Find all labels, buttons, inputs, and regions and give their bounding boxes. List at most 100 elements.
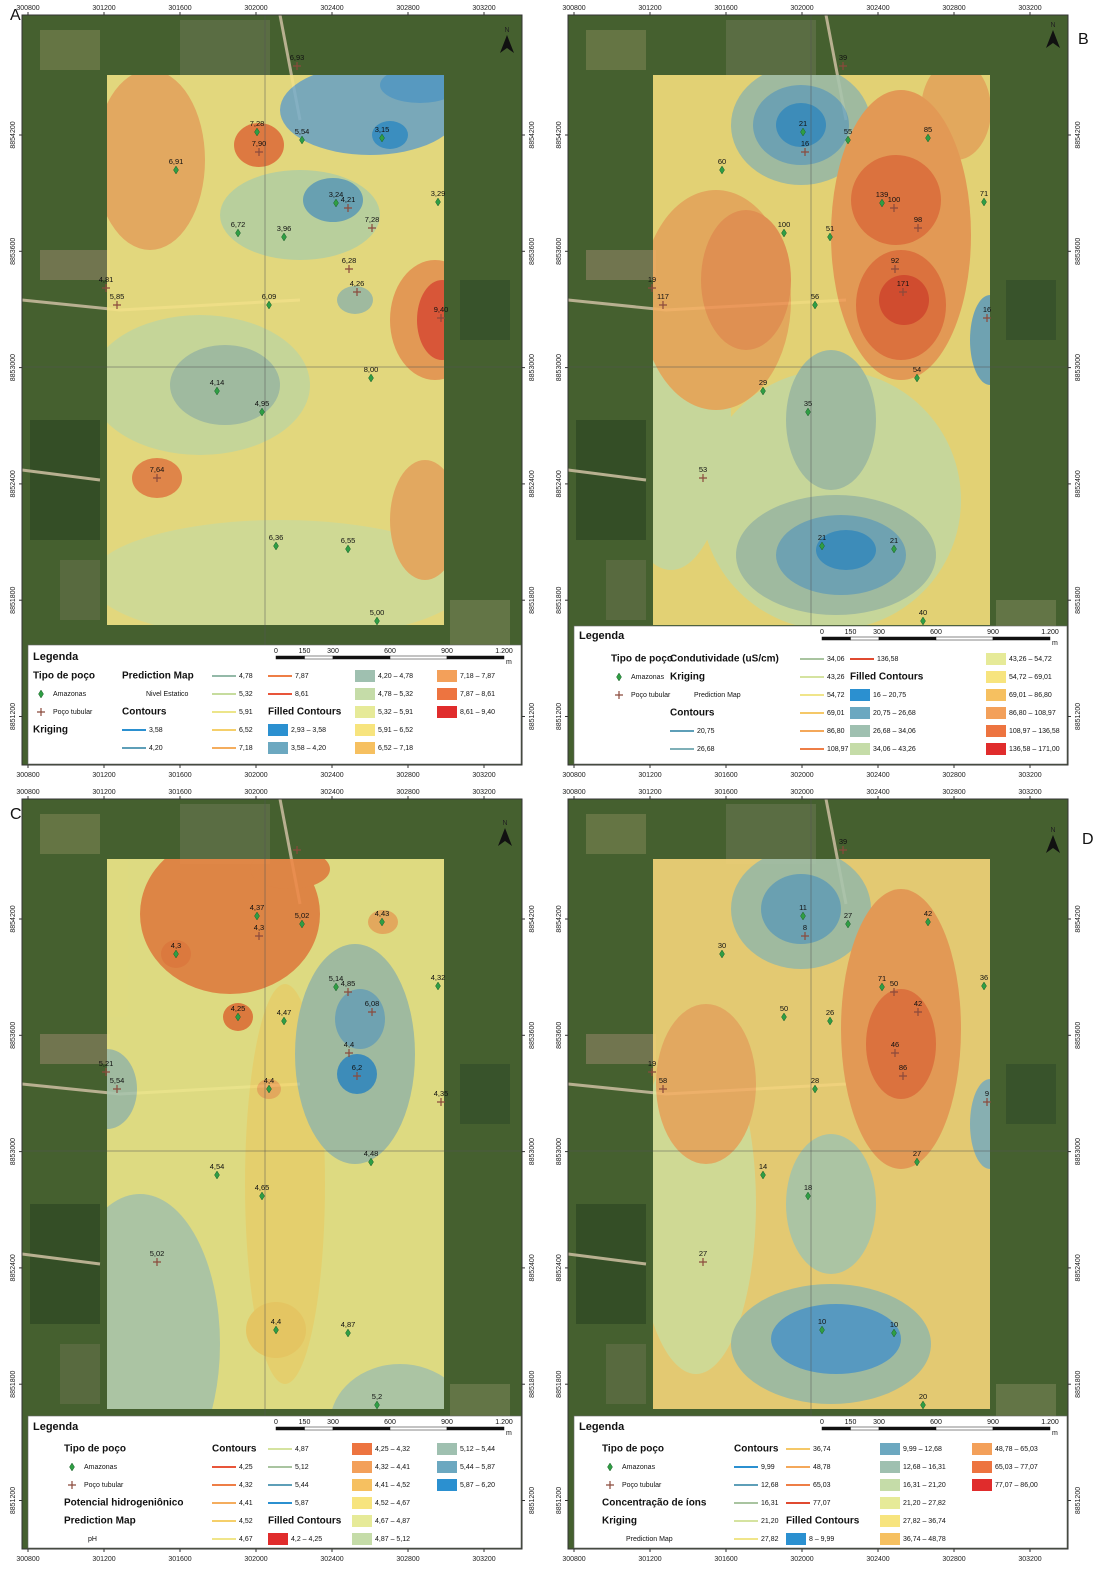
figure: 3008003008003012003012003016003016003020… bbox=[0, 0, 1093, 1568]
well-label: 8 bbox=[803, 923, 807, 932]
scale-unit: m bbox=[1052, 1430, 1058, 1437]
y-tick-label: 8851800 bbox=[529, 586, 536, 613]
scale-segment bbox=[936, 1427, 993, 1430]
legend-label: 16,31 bbox=[761, 1500, 779, 1507]
legend-label: 27,82 bbox=[761, 1536, 779, 1543]
legend-label: 5,91 bbox=[239, 709, 253, 716]
scale-label: 300 bbox=[327, 648, 339, 655]
legend-swatch bbox=[786, 1533, 806, 1545]
legend-label: 5,91 – 6,52 bbox=[378, 727, 413, 734]
well-label: 100 bbox=[888, 195, 901, 204]
x-tick-label: 302000 bbox=[790, 5, 813, 12]
x-tick-label: 301200 bbox=[92, 772, 115, 779]
legend-label: 36,74 – 48,78 bbox=[903, 1536, 946, 1543]
legend-swatch bbox=[986, 743, 1006, 755]
scale-label: 1.200 bbox=[1041, 1419, 1059, 1426]
well-label: 4,95 bbox=[255, 399, 270, 408]
scale-label: 900 bbox=[441, 648, 453, 655]
legend-swatch bbox=[880, 1479, 900, 1491]
scale-label: 900 bbox=[987, 1419, 999, 1426]
legend-heading: Filled Contours bbox=[786, 1516, 860, 1527]
well-label: 50 bbox=[890, 979, 898, 988]
well-label: 4,65 bbox=[255, 1183, 270, 1192]
well-label: 7,28 bbox=[250, 119, 265, 128]
legend-label: 4,52 bbox=[239, 1518, 253, 1525]
y-tick-label: 8854200 bbox=[1075, 905, 1082, 932]
x-tick-label: 301600 bbox=[168, 789, 191, 796]
scale-unit: m bbox=[1052, 640, 1058, 647]
legend-heading: Contours bbox=[670, 708, 715, 719]
legend-label: 6,52 – 7,18 bbox=[378, 745, 413, 752]
y-tick-label: 8852400 bbox=[556, 470, 563, 497]
x-tick-label: 302400 bbox=[866, 1556, 889, 1563]
legend-label: 48,78 bbox=[813, 1464, 831, 1471]
y-tick-label: 8852400 bbox=[529, 470, 536, 497]
legend-heading: Contours bbox=[734, 1444, 779, 1455]
scale-label: 300 bbox=[873, 1419, 885, 1426]
legend-swatch bbox=[437, 688, 457, 700]
well-label: 60 bbox=[718, 157, 726, 166]
y-tick-label: 8851200 bbox=[10, 1487, 17, 1514]
x-tick-label: 302400 bbox=[866, 789, 889, 796]
well-label: 4,32 bbox=[431, 973, 446, 982]
legend-heading: Tipo de poço bbox=[64, 1444, 126, 1455]
legend-label: 77,07 bbox=[813, 1500, 831, 1507]
well-label: 6,08 bbox=[365, 999, 380, 1008]
legend-label: Prediction Map bbox=[694, 692, 741, 699]
scale-segment bbox=[276, 1427, 305, 1430]
legend-label: 16 – 20,75 bbox=[873, 692, 906, 699]
x-tick-label: 301600 bbox=[714, 5, 737, 12]
y-tick-label: 8853600 bbox=[529, 1022, 536, 1049]
legend-heading: Potencial hidrogeniônico bbox=[64, 1498, 183, 1509]
legend-label: 4,32 bbox=[239, 1482, 253, 1489]
legend-label: 5,32 bbox=[239, 691, 253, 698]
well-label: 6,28 bbox=[342, 256, 357, 265]
field-patch bbox=[40, 30, 100, 70]
scale-segment bbox=[879, 1427, 936, 1430]
legend-label: 7,87 – 8,61 bbox=[460, 691, 495, 698]
legend-label: 4,67 bbox=[239, 1536, 253, 1543]
legend-title: Legenda bbox=[33, 651, 79, 663]
well-label: 7,90 bbox=[252, 139, 267, 148]
legend-label: 69,01 bbox=[827, 710, 845, 717]
x-tick-label: 302400 bbox=[866, 772, 889, 779]
legend-label: 34,06 – 43,26 bbox=[873, 746, 916, 753]
well-label: 5,02 bbox=[295, 911, 310, 920]
x-tick-label: 302000 bbox=[244, 789, 267, 796]
contour-zone bbox=[295, 944, 415, 1164]
y-tick-label: 8853600 bbox=[10, 1022, 17, 1049]
legend-label: 5,12 – 5,44 bbox=[460, 1446, 495, 1453]
y-tick-label: 8853600 bbox=[556, 1022, 563, 1049]
x-tick-label: 303200 bbox=[1018, 772, 1041, 779]
y-tick-label: 8853600 bbox=[529, 238, 536, 265]
legend-swatch bbox=[880, 1443, 900, 1455]
y-tick-label: 8851200 bbox=[1075, 1487, 1082, 1514]
x-tick-label: 302000 bbox=[790, 772, 813, 779]
panel-letter: A bbox=[10, 7, 21, 24]
y-tick-label: 8853000 bbox=[1075, 354, 1082, 381]
legend-label: 12,68 – 16,31 bbox=[903, 1464, 946, 1471]
y-tick-label: 8854200 bbox=[10, 121, 17, 148]
well-label: 27 bbox=[913, 1149, 921, 1158]
well-label: 6,72 bbox=[231, 220, 246, 229]
well-label: 98 bbox=[914, 215, 922, 224]
legend-label: 8,61 bbox=[295, 691, 309, 698]
legend-label: 4,2 – 4,25 bbox=[291, 1536, 322, 1543]
well-label: 171 bbox=[897, 279, 910, 288]
legend-swatch bbox=[880, 1515, 900, 1527]
y-tick-label: 8851800 bbox=[556, 1370, 563, 1397]
y-tick-label: 8853600 bbox=[1075, 1022, 1082, 1049]
well-label: 35 bbox=[804, 399, 812, 408]
legend-label: 5,32 – 5,91 bbox=[378, 709, 413, 716]
legend-label: Amazonas bbox=[631, 674, 665, 681]
well-label: 5,00 bbox=[370, 608, 385, 617]
legend-label: 86,80 bbox=[827, 728, 845, 735]
x-tick-label: 300800 bbox=[562, 789, 585, 796]
scale-label: 150 bbox=[299, 648, 311, 655]
legend-swatch bbox=[986, 689, 1006, 701]
contour-zone bbox=[866, 989, 936, 1099]
x-tick-label: 302800 bbox=[396, 1556, 419, 1563]
scale-segment bbox=[851, 637, 880, 640]
well-label: 6,55 bbox=[341, 536, 356, 545]
scale-segment bbox=[822, 637, 851, 640]
